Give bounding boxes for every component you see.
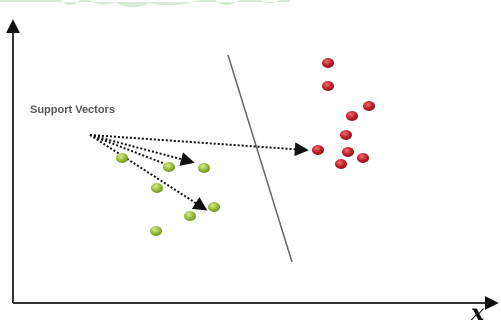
green-point [116,153,128,163]
red-point [346,111,358,121]
green-class-points [116,153,220,236]
arrow-to-green-support-vector-1 [89,134,195,166]
green-point [198,163,210,173]
red-class-points [312,58,375,169]
red-point [322,81,334,91]
red-point [340,130,352,140]
green-point [184,211,196,221]
arrow-to-green-region [89,134,169,166]
red-point [357,153,369,163]
green-point [150,226,162,236]
green-point [163,162,175,172]
red-point [335,159,347,169]
support-vector-arrows [89,134,309,211]
green-point [208,202,220,212]
arrow-to-green-support-vector-2 [89,134,208,211]
red-point [312,145,324,155]
arrow-to-red-support-vector [89,134,309,157]
green-point [151,183,163,193]
red-point [363,101,375,111]
support-vectors-label: Support Vectors [30,104,115,116]
red-point [322,58,334,68]
separating-hyperplane [227,54,293,263]
top-smudge-decoration [0,0,290,8]
x-axis-label: x [471,300,485,326]
red-point [342,147,354,157]
